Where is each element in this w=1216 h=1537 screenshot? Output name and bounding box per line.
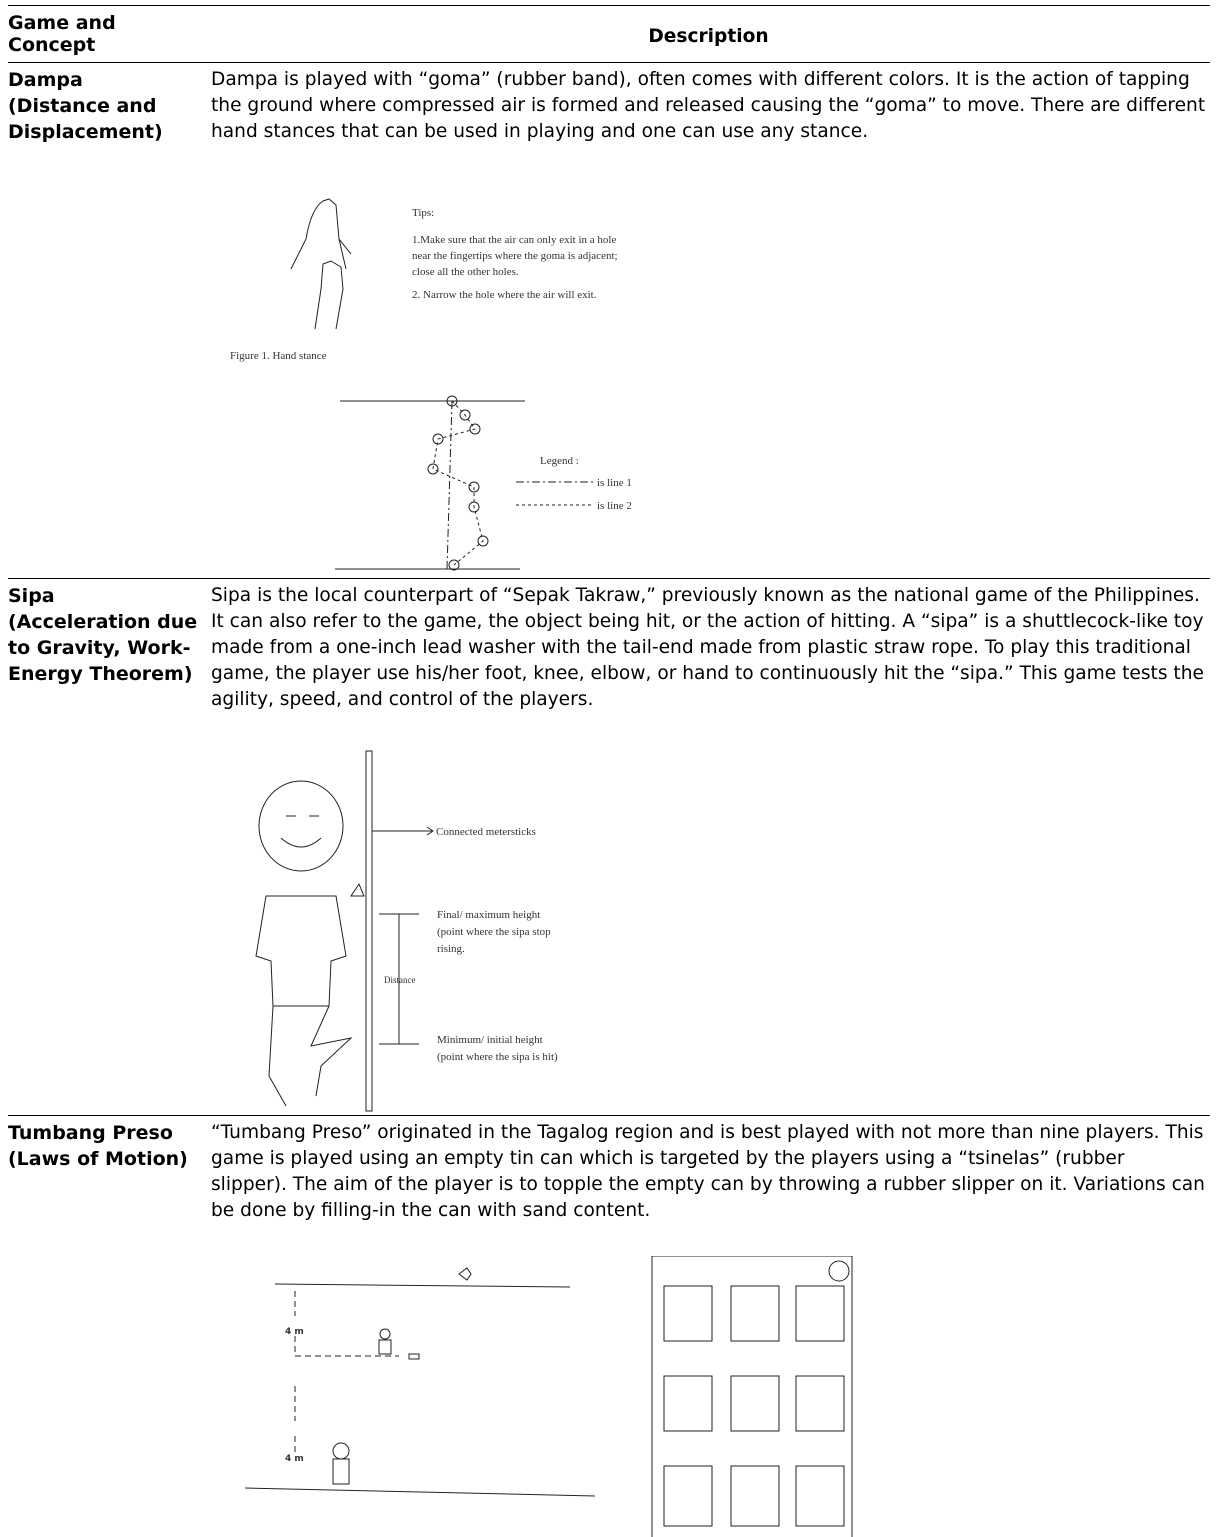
tip: close all the other holes.	[412, 266, 519, 278]
table-row: Tumbang Preso (Laws of Motion) “Tumbang P…	[8, 1115, 1210, 1537]
bottom-label: (point where the sipa is hit)	[437, 1051, 558, 1063]
legend-title: Legend :	[540, 455, 579, 467]
players-drawing	[332, 1267, 472, 1485]
hand-drawing	[290, 198, 352, 270]
tip: 1.Make sure that the air can only exit i…	[412, 234, 616, 246]
concept: (Laws of Motion)	[8, 1148, 188, 1170]
distance-label: 4 m	[285, 1327, 304, 1337]
top-label: (point where the sipa stop	[437, 926, 551, 938]
game-cell: Dampa (Distance and Displacement)	[8, 67, 204, 145]
header-cell: Game and Concept	[8, 12, 116, 56]
top-label: rising.	[437, 943, 465, 955]
cans-drawing	[651, 1256, 853, 1537]
game: Sipa	[8, 585, 55, 607]
bottom-line	[244, 1487, 596, 1497]
distance-line	[294, 1291, 399, 1357]
game: Tumbang Preso	[8, 1122, 173, 1144]
sipa-figure: Connected metersticks Final/ maximum hei…	[255, 750, 558, 1112]
bottom-label: Minimum/ initial height	[437, 1034, 543, 1046]
tips-title: Tips:	[412, 207, 434, 219]
description: “Tumbang Preso” originated in the Tagalo…	[211, 1122, 1205, 1221]
arrow	[372, 826, 434, 836]
concept: (Distance and Displacement)	[8, 95, 163, 143]
top-line	[274, 1283, 571, 1288]
tip: near the fingertips where the goma is ad…	[412, 250, 618, 262]
metersticks	[365, 750, 373, 1112]
hand-drawing	[314, 260, 344, 330]
caption: Figure 1. Hand stance	[230, 350, 327, 362]
legend-label: is line 1	[597, 477, 632, 489]
pole-label: Connected metersticks	[436, 826, 536, 838]
distance-label: Distance	[384, 975, 416, 985]
description: Sipa is the local counterpart of “Sepak …	[211, 585, 1204, 710]
legend-label: is line 2	[597, 500, 632, 512]
line-2	[432, 400, 484, 566]
game-cell: Tumbang Preso (Laws of Motion)	[8, 1120, 204, 1172]
bracket	[379, 913, 419, 1045]
tumbang-figure: 4 m 4 m	[244, 1256, 853, 1537]
tip: 2. Narrow the hole where the air will ex…	[412, 289, 597, 301]
game-cell: Sipa (Acceleration due to Gravity, Work-E…	[8, 583, 204, 687]
game: Dampa	[8, 69, 83, 91]
header-cell: Description	[648, 26, 769, 47]
boy-drawing	[255, 780, 365, 1107]
table-row: Sipa (Acceleration due to Gravity, Work-E…	[8, 578, 1210, 1115]
line-1	[446, 400, 453, 570]
table-row: Dampa (Distance and Displacement) Dampa i…	[8, 62, 1210, 578]
top-label: Final/ maximum height	[437, 909, 540, 921]
description: Dampa is played with “goma” (rubber band…	[211, 69, 1206, 142]
dampa-figure: Tips: 1.Make sure that the air can only …	[230, 198, 632, 571]
distance-label: 4 m	[285, 1454, 304, 1464]
concept: (Acceleration due to Gravity, Work-Energ…	[8, 611, 198, 685]
header-row: Game and Concept Description	[8, 5, 1210, 62]
goma-marks	[427, 395, 489, 571]
